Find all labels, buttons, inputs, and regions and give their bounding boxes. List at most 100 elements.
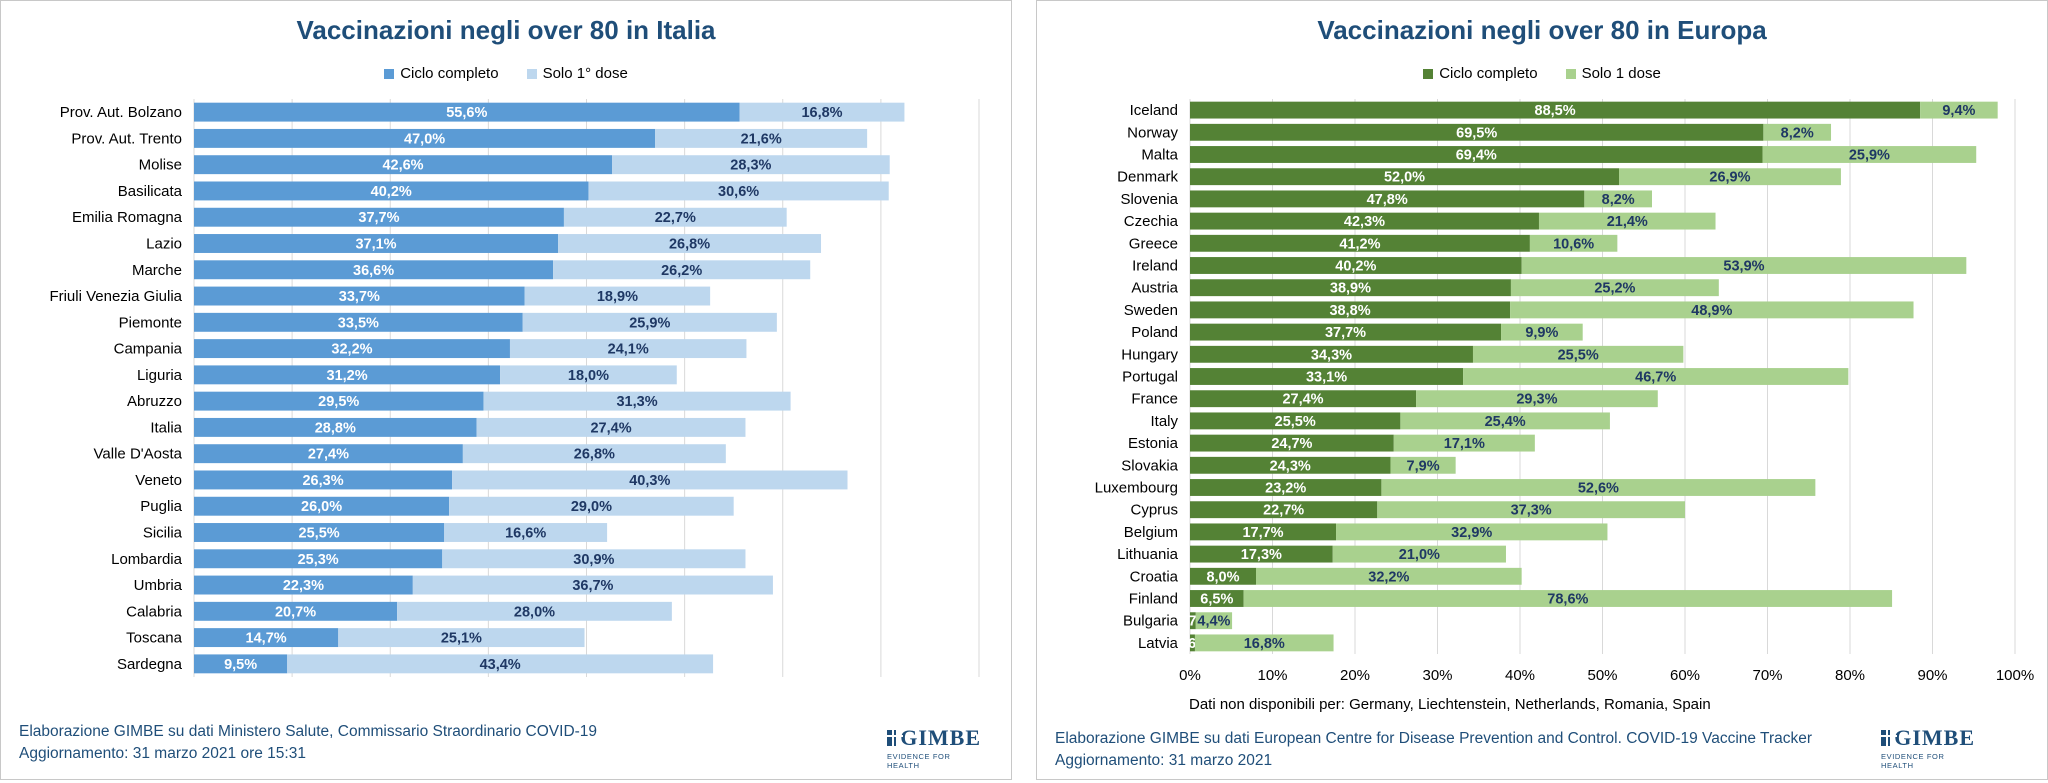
bar-segment (194, 549, 443, 569)
category-label: Sweden (1124, 302, 1178, 319)
bar-segment (194, 312, 523, 332)
data-label: 31,3% (616, 394, 657, 410)
bar-segment (1190, 501, 1378, 519)
data-label: 27,4% (1282, 392, 1323, 408)
logo-word: GIMBE (1894, 725, 1975, 750)
data-label: 42,6% (382, 158, 423, 174)
bar-segment (1243, 590, 1893, 607)
category-label: Piemonte (119, 314, 182, 331)
bar-segment (483, 391, 791, 411)
bar-segment (558, 234, 822, 253)
bar-segment (1529, 234, 1618, 252)
x-tick-label: 100% (1996, 667, 2034, 684)
bar-segment (1400, 412, 1610, 430)
data-label: 25,9% (1849, 148, 1890, 164)
category-label: Italia (150, 419, 182, 436)
category-label: Sardegna (117, 656, 183, 673)
x-tick-label: 0% (183, 690, 205, 691)
category-label: Estonia (1128, 435, 1179, 452)
data-label: 43,4% (480, 657, 521, 673)
category-label: Finland (1129, 591, 1178, 608)
legend: Ciclo completo Solo 1 dose (1037, 65, 2047, 82)
data-label: 24,3% (1270, 458, 1311, 474)
category-label: Hungary (1121, 346, 1178, 363)
data-label: 88,5% (1535, 103, 1576, 119)
bar-segment (194, 628, 339, 648)
data-label: 23,2% (1265, 481, 1306, 497)
bar-chart-europa: 0% 10% 20% 30% 40% 50% 60% 70% 80% 90% 100% Iceland… (1095, 99, 2034, 684)
bar-segment (194, 286, 525, 306)
category-label: Czechia (1124, 213, 1179, 230)
bar-segment (442, 549, 746, 569)
gimbe-logo: GIMBE EVIDENCE FOR HEALTH (887, 725, 981, 770)
category-label: Lithuania (1117, 546, 1179, 563)
data-label: 8,0% (1206, 569, 1239, 585)
bar-segment (1584, 190, 1652, 208)
bar-segment (397, 601, 672, 621)
bar-segment (524, 286, 711, 306)
footer-update: Aggiornamento: 31 marzo 2021 (1055, 752, 1273, 769)
bar-segment (194, 654, 288, 674)
bar-segment (1190, 101, 1921, 119)
category-label: Prov. Aut. Trento (71, 130, 182, 147)
data-label: 37,7% (358, 210, 399, 226)
legend-label: Solo 1° dose (542, 65, 628, 82)
legend: Ciclo completo Solo 1° dose (1, 65, 1011, 82)
category-label: Greece (1129, 235, 1178, 252)
category-label: Liguria (137, 367, 183, 384)
data-label: 9,5% (224, 657, 257, 673)
data-label: 42,3% (1344, 214, 1385, 230)
x-tick-label: 80% (964, 690, 994, 691)
footer: Elaborazione GIMBE su dati Ministero Sal… (19, 721, 597, 765)
footer: Elaborazione GIMBE su dati European Cent… (1055, 728, 1812, 772)
bar-segment (1190, 257, 1522, 274)
x-tick-label: 80% (1835, 667, 1865, 684)
data-label: 38,8% (1329, 303, 1370, 319)
data-label: 8,2% (1602, 192, 1635, 208)
bar-segment (338, 628, 585, 648)
legend-swatch (1423, 68, 1434, 79)
bar-segment (1190, 612, 1196, 630)
category-label: Norway (1127, 124, 1178, 141)
bar-segment (1190, 168, 1619, 186)
data-label: 36,6% (353, 263, 394, 279)
category-label: France (1131, 391, 1178, 408)
data-label: 16,8% (1244, 636, 1285, 652)
category-label: Cyprus (1130, 502, 1178, 519)
data-label: 25,3% (298, 552, 339, 568)
logo-grid-icon (887, 730, 904, 746)
data-label: 47,0% (404, 131, 445, 147)
logo-word: GIMBE (900, 725, 981, 750)
bar-segment (194, 391, 484, 411)
bar-segment (1472, 345, 1684, 363)
bar-segment (1190, 323, 1502, 341)
data-label: 37,3% (1511, 503, 1552, 519)
category-label: Slovenia (1120, 191, 1178, 208)
legend-label: Ciclo completo (400, 65, 499, 82)
bar-segment (194, 102, 740, 122)
bar-segment (1390, 456, 1456, 474)
data-label: 40,3% (629, 473, 670, 489)
data-label: 9,4% (1942, 103, 1975, 119)
data-label: 18,9% (597, 289, 638, 305)
data-label: 25,9% (629, 315, 670, 331)
bar-segment (1521, 257, 1967, 274)
data-label: 26,0% (301, 499, 342, 515)
bar-segment (588, 181, 889, 201)
bar-segment (194, 260, 554, 280)
category-label: Denmark (1117, 169, 1178, 186)
bar-segment (476, 417, 746, 437)
data-label: 25,4% (1485, 414, 1526, 430)
footer-source: Elaborazione GIMBE su dati Ministero Sal… (19, 723, 598, 740)
x-tick-label: 50% (1587, 667, 1617, 684)
bar-segment (194, 575, 413, 595)
category-label: Ireland (1132, 258, 1178, 275)
legend-item-solo-prima-dose: Solo 1° dose (526, 65, 628, 82)
category-label: Poland (1131, 324, 1178, 341)
bar-segment (1381, 479, 1816, 496)
chart-panel-italia: Vaccinazioni negli over 80 in Italia Cic… (0, 0, 1012, 780)
data-label: 25,5% (1275, 414, 1316, 430)
bar-segment (612, 155, 890, 175)
data-label: 24,7% (1271, 436, 1312, 452)
legend-item-ciclo-completo: Ciclo completo (1423, 65, 1538, 82)
